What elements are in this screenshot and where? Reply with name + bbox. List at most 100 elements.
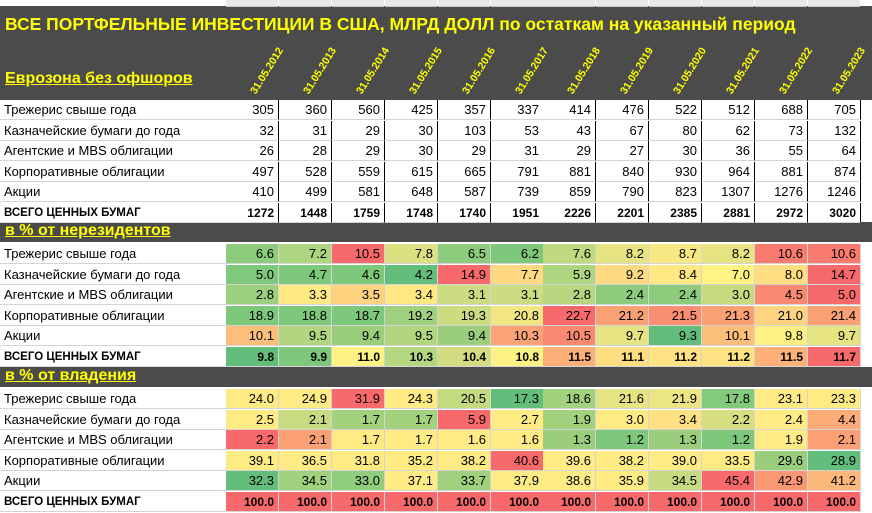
table-cell[interactable]: 100.0 [649, 491, 702, 512]
table-cell[interactable]: 1748 [385, 202, 438, 223]
table-cell[interactable]: 1.6 [438, 430, 491, 450]
row-label[interactable]: Агентские и MBS облигации [0, 285, 226, 305]
table-cell[interactable]: 705 [808, 100, 861, 120]
row-label[interactable]: Трежерис свыше года [0, 244, 226, 264]
table-cell[interactable]: 823 [649, 182, 702, 202]
table-cell[interactable]: 1272 [226, 202, 279, 223]
table-cell[interactable]: 3.4 [385, 285, 438, 305]
row-label[interactable]: Корпоративные облигации [0, 162, 226, 182]
table-cell[interactable]: 100.0 [491, 491, 544, 512]
table-cell[interactable]: 1.9 [755, 430, 808, 450]
table-cell[interactable]: 8.4 [649, 264, 702, 285]
table-cell[interactable]: 73 [755, 120, 808, 141]
table-cell[interactable]: 4.4 [808, 409, 861, 430]
table-cell[interactable]: 18.9 [226, 305, 279, 326]
table-cell[interactable]: 881 [755, 161, 808, 182]
table-cell[interactable]: 1740 [438, 202, 491, 223]
table-cell[interactable]: 9.7 [596, 326, 649, 346]
table-cell[interactable]: 33.0 [332, 471, 385, 491]
column-header[interactable] [702, 0, 754, 7]
table-cell[interactable]: 14.9 [438, 264, 491, 285]
row-label[interactable]: Акции [0, 471, 226, 491]
table-cell[interactable]: 29 [438, 141, 491, 161]
table-cell[interactable]: 11.1 [596, 346, 649, 367]
table-cell[interactable]: 4.2 [385, 264, 438, 285]
table-cell[interactable]: 7.7 [491, 264, 544, 285]
column-header[interactable] [649, 0, 701, 7]
table-cell[interactable]: 10.4 [438, 346, 491, 367]
table-cell[interactable]: 10.6 [808, 244, 861, 264]
table-cell[interactable]: 3020 [808, 202, 861, 223]
table-cell[interactable]: 19.2 [385, 305, 438, 326]
table-cell[interactable]: 2972 [755, 202, 808, 223]
table-cell[interactable]: 29 [332, 141, 385, 161]
table-cell[interactable]: 522 [649, 100, 702, 120]
table-cell[interactable]: 581 [332, 182, 385, 202]
table-cell[interactable]: 305 [226, 100, 279, 120]
table-cell[interactable]: 9.4 [438, 326, 491, 346]
table-cell[interactable]: 559 [332, 161, 385, 182]
table-cell[interactable]: 2.8 [543, 285, 596, 305]
table-cell[interactable]: 1276 [755, 182, 808, 202]
table-cell[interactable]: 19.3 [438, 305, 491, 326]
table-cell[interactable]: 30 [649, 141, 702, 161]
table-cell[interactable]: 739 [491, 182, 544, 202]
table-cell[interactable]: 337 [491, 100, 544, 120]
table-cell[interactable]: 10.5 [332, 244, 385, 264]
table-cell[interactable]: 42.9 [755, 471, 808, 491]
table-cell[interactable]: 18.8 [279, 305, 332, 326]
table-cell[interactable]: 38.2 [438, 450, 491, 471]
table-cell[interactable]: 1307 [702, 182, 755, 202]
row-label[interactable]: Корпоративные облигации [0, 306, 226, 326]
table-cell[interactable]: 31 [491, 141, 544, 161]
table-cell[interactable]: 2881 [702, 202, 755, 223]
table-cell[interactable]: 8.2 [702, 244, 755, 264]
row-label[interactable]: Агентские и MBS облигации [0, 141, 226, 161]
table-cell[interactable]: 10.6 [755, 244, 808, 264]
table-cell[interactable]: 39.1 [226, 450, 279, 471]
table-cell[interactable]: 21.2 [596, 305, 649, 326]
table-cell[interactable]: 1.7 [332, 409, 385, 430]
table-cell[interactable]: 29 [332, 120, 385, 141]
table-cell[interactable]: 24.9 [279, 389, 332, 409]
table-cell[interactable]: 8.0 [755, 264, 808, 285]
table-cell[interactable]: 1.7 [385, 430, 438, 450]
table-cell[interactable]: 18.7 [332, 305, 385, 326]
table-cell[interactable]: 28 [279, 141, 332, 161]
column-header[interactable] [543, 0, 595, 7]
table-cell[interactable]: 39.6 [543, 450, 596, 471]
table-cell[interactable]: 21.6 [596, 389, 649, 409]
table-cell[interactable]: 1951 [491, 202, 544, 223]
table-cell[interactable]: 32 [226, 120, 279, 141]
table-cell[interactable]: 2226 [543, 202, 596, 223]
table-cell[interactable]: 1.3 [649, 430, 702, 450]
row-label[interactable]: Агентские и MBS облигации [0, 430, 226, 450]
table-cell[interactable]: 5.0 [226, 264, 279, 285]
table-cell[interactable]: 38.6 [543, 471, 596, 491]
column-header[interactable] [438, 0, 490, 7]
table-cell[interactable]: 18.6 [543, 389, 596, 409]
table-cell[interactable]: 528 [279, 161, 332, 182]
table-cell[interactable]: 33.7 [438, 471, 491, 491]
table-cell[interactable]: 3.5 [332, 285, 385, 305]
table-cell[interactable]: 2201 [596, 202, 649, 223]
table-cell[interactable]: 100.0 [279, 491, 332, 512]
table-cell[interactable]: 21.4 [808, 305, 861, 326]
table-cell[interactable]: 24.3 [385, 389, 438, 409]
table-cell[interactable]: 2.1 [279, 409, 332, 430]
table-cell[interactable]: 36 [702, 141, 755, 161]
table-cell[interactable]: 7.8 [385, 244, 438, 264]
table-cell[interactable]: 512 [702, 100, 755, 120]
column-header[interactable] [279, 0, 331, 7]
table-cell[interactable]: 615 [385, 161, 438, 182]
column-header[interactable] [755, 0, 807, 7]
table-cell[interactable]: 34.5 [279, 471, 332, 491]
table-cell[interactable]: 36.5 [279, 450, 332, 471]
row-label[interactable]: Казначейские бумаги до года [0, 121, 226, 141]
table-cell[interactable]: 30 [385, 120, 438, 141]
table-cell[interactable]: 357 [438, 100, 491, 120]
table-cell[interactable]: 4.7 [279, 264, 332, 285]
table-cell[interactable]: 20.8 [491, 305, 544, 326]
table-cell[interactable]: 560 [332, 100, 385, 120]
table-cell[interactable]: 35.2 [385, 450, 438, 471]
